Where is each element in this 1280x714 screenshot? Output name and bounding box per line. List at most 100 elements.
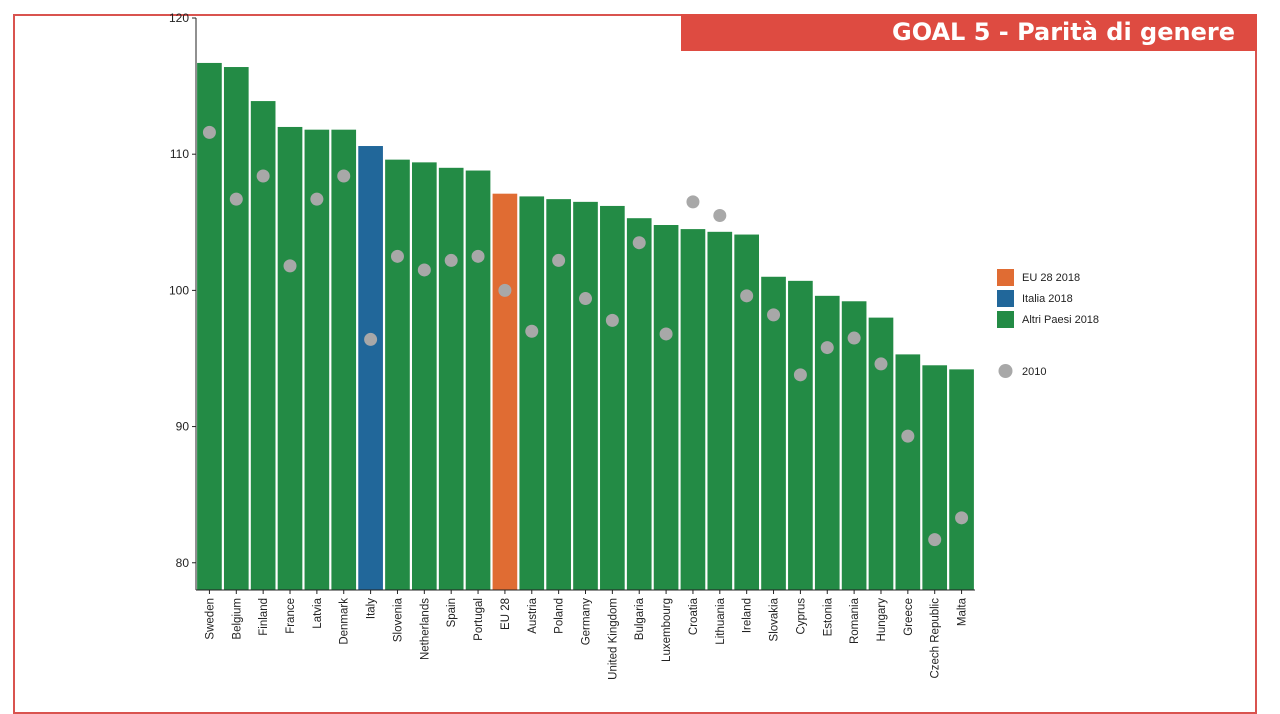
legend: EU 28 2018 Italia 2018 Altri Paesi 2018 201… [997,269,1099,378]
legend-swatch [997,311,1014,328]
bar-slovenia [385,159,410,590]
dot-2010-czech-republic [928,533,942,547]
x-tick-label: EU 28 [500,598,512,630]
x-tick-label: Slovenia [392,597,404,642]
dot-2010-cyprus [793,368,807,382]
dot-2010-slovenia [390,249,404,263]
dot-2010-denmark [337,169,351,183]
y-tick-label: 100 [169,283,189,297]
dot-2010-lithuania [713,208,727,222]
dot-2010-bulgaria [632,236,646,250]
x-tick-label: Estonia [822,597,834,636]
bar-ireland [734,234,760,591]
bar-lithuania [707,231,733,591]
dot-2010-italy [364,332,378,346]
bar-malta [949,369,974,590]
bar-united-kingdom [600,205,625,590]
dot-2010-romania [847,331,861,345]
bar-eu-28 [492,193,518,590]
x-tick-label: Malta [957,597,969,626]
x-tick-label: Austria [527,597,539,633]
y-tick-label: 90 [176,420,190,434]
y-tick-label: 80 [176,556,190,570]
dot-2010-estonia [820,341,834,355]
dot-2010-austria [525,324,539,338]
y-axis: 80 90 100 110 120 [169,11,197,590]
goal-banner: GOAL 5 - Parità di genere [681,14,1257,51]
bar-slovakia [761,276,786,590]
dot-2010-hungary [874,357,888,371]
x-tick-label: Belgium [231,598,243,640]
x-tick-label: Finland [258,598,270,636]
bar-estonia [814,295,840,590]
bar-portugal [465,170,491,591]
dot-2010-greece [901,429,915,443]
bar-italy [358,146,383,590]
x-tick-label: Croatia [688,597,700,635]
bar-denmark [331,129,357,590]
x-tick-label: Portugal [473,598,485,641]
legend-swatch [997,290,1014,307]
x-tick-label: Italy [366,598,378,619]
dot-2010-croatia [686,195,700,209]
bar-spain [438,167,464,591]
bar-romania [841,301,867,590]
bar-netherlands [411,162,437,590]
x-tick-label: Czech Republic [930,598,942,679]
bar-cyprus [788,280,813,590]
x-tick-label: Greece [903,598,915,636]
x-tick-label: Luxembourg [661,598,673,662]
x-tick-label: Lithuania [715,597,727,644]
x-tick-label: Sweden [204,598,216,640]
dot-2010-sweden [202,125,216,139]
bar-sweden [197,62,222,590]
bar-czech-republic [922,365,948,590]
y-tick-label: 110 [170,147,189,161]
dot-2010-france [283,259,297,273]
x-tick-label: Germany [581,598,593,646]
x-axis: Sweden Belgium Finland France Latvia Denmark I… [196,589,975,680]
x-tick-label: Romania [849,597,861,644]
x-tick-label: Slovakia [769,597,781,641]
x-tick-label: Hungary [876,598,888,642]
legend-label: Altri Paesi 2018 [1022,314,1099,326]
bar-greece [895,354,921,590]
dots-2010 [202,125,969,547]
legend-dot [998,364,1013,378]
x-tick-label: Spain [446,598,458,627]
dot-2010-poland [552,253,566,267]
dot-2010-malta [955,511,969,525]
bar-belgium [223,67,249,591]
dot-2010-latvia [310,192,324,206]
x-tick-label: Netherlands [419,598,431,660]
dot-2010-luxembourg [659,327,673,341]
bar-france [277,126,303,590]
bar-bulgaria [626,218,652,590]
x-tick-label: Ireland [742,598,754,633]
x-tick-label: Latvia [312,597,324,628]
legend-label: Italia 2018 [1022,293,1073,305]
x-tick-label: Bulgaria [634,597,646,640]
bar-luxembourg [653,225,679,590]
dot-2010-slovakia [767,308,781,322]
dot-2010-portugal [471,249,485,263]
x-tick-label: Poland [554,598,566,634]
dot-2010-belgium [229,192,243,206]
bars [197,62,974,591]
legend-label: EU 28 2018 [1022,272,1080,284]
x-tick-label: Cyprus [795,598,807,635]
x-tick-label: United Kingdom [607,598,619,680]
x-tick-label: France [285,598,297,634]
y-tick-label: 120 [169,11,189,25]
dot-2010-germany [579,292,592,306]
dot-2010-netherlands [417,263,431,277]
x-tick-label: Denmark [339,598,351,645]
dot-2010-eu-28 [498,283,512,297]
bar-austria [519,196,545,590]
bar-latvia [304,129,330,590]
bar-germany [573,201,598,590]
dot-2010-finland [256,169,270,183]
bar-croatia [680,229,706,590]
dot-2010-ireland [740,289,754,303]
dot-2010-united-kingdom [605,313,619,327]
